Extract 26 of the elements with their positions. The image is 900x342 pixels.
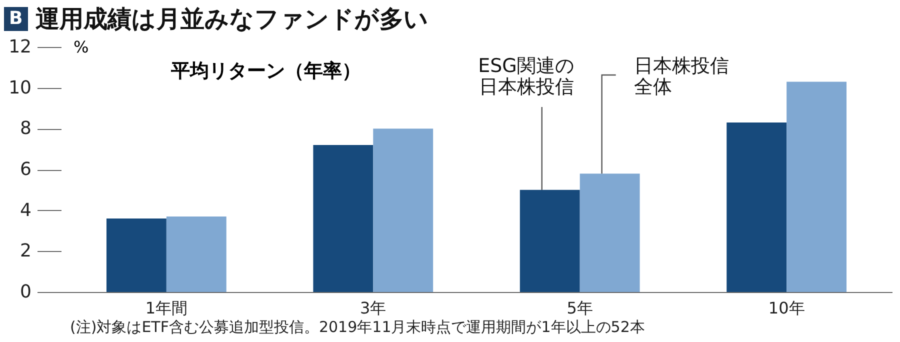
y-tick-label: 10 <box>8 77 32 98</box>
y-tick-label: 8 <box>20 118 32 140</box>
y-axis-title: % <box>74 38 89 56</box>
bar <box>166 216 226 292</box>
x-tick-label: 3年 <box>360 298 386 318</box>
x-tick-label: 10年 <box>768 298 805 318</box>
y-tick-label: 2 <box>20 240 32 262</box>
y-tick-label: 0 <box>20 282 32 302</box>
text: (注)対象はETF含む公募追加型投信。2019年11月末時点で運用期間が1年以上の52本 <box>69 317 646 338</box>
bar <box>520 190 580 292</box>
text: 日本株投信全体 <box>634 55 729 98</box>
bar <box>726 122 787 292</box>
bar <box>106 218 166 292</box>
text: ESG関連の日本株投信 <box>478 55 574 98</box>
x-tick-label: 1年間 <box>145 298 188 318</box>
chart-title: 運用成績は月並みなファンドが多い <box>36 4 429 35</box>
bar <box>313 145 374 292</box>
y-tick-label: 12 <box>8 36 32 58</box>
bar <box>786 82 847 292</box>
badge-label: B <box>4 7 28 31</box>
x-tick-label: 5年 <box>566 298 593 318</box>
bar <box>373 128 434 292</box>
text: 平均リターン（年率） <box>170 60 361 82</box>
y-tick-label: 4 <box>20 200 32 221</box>
bar <box>580 174 640 292</box>
y-tick-label: 6 <box>20 159 32 180</box>
